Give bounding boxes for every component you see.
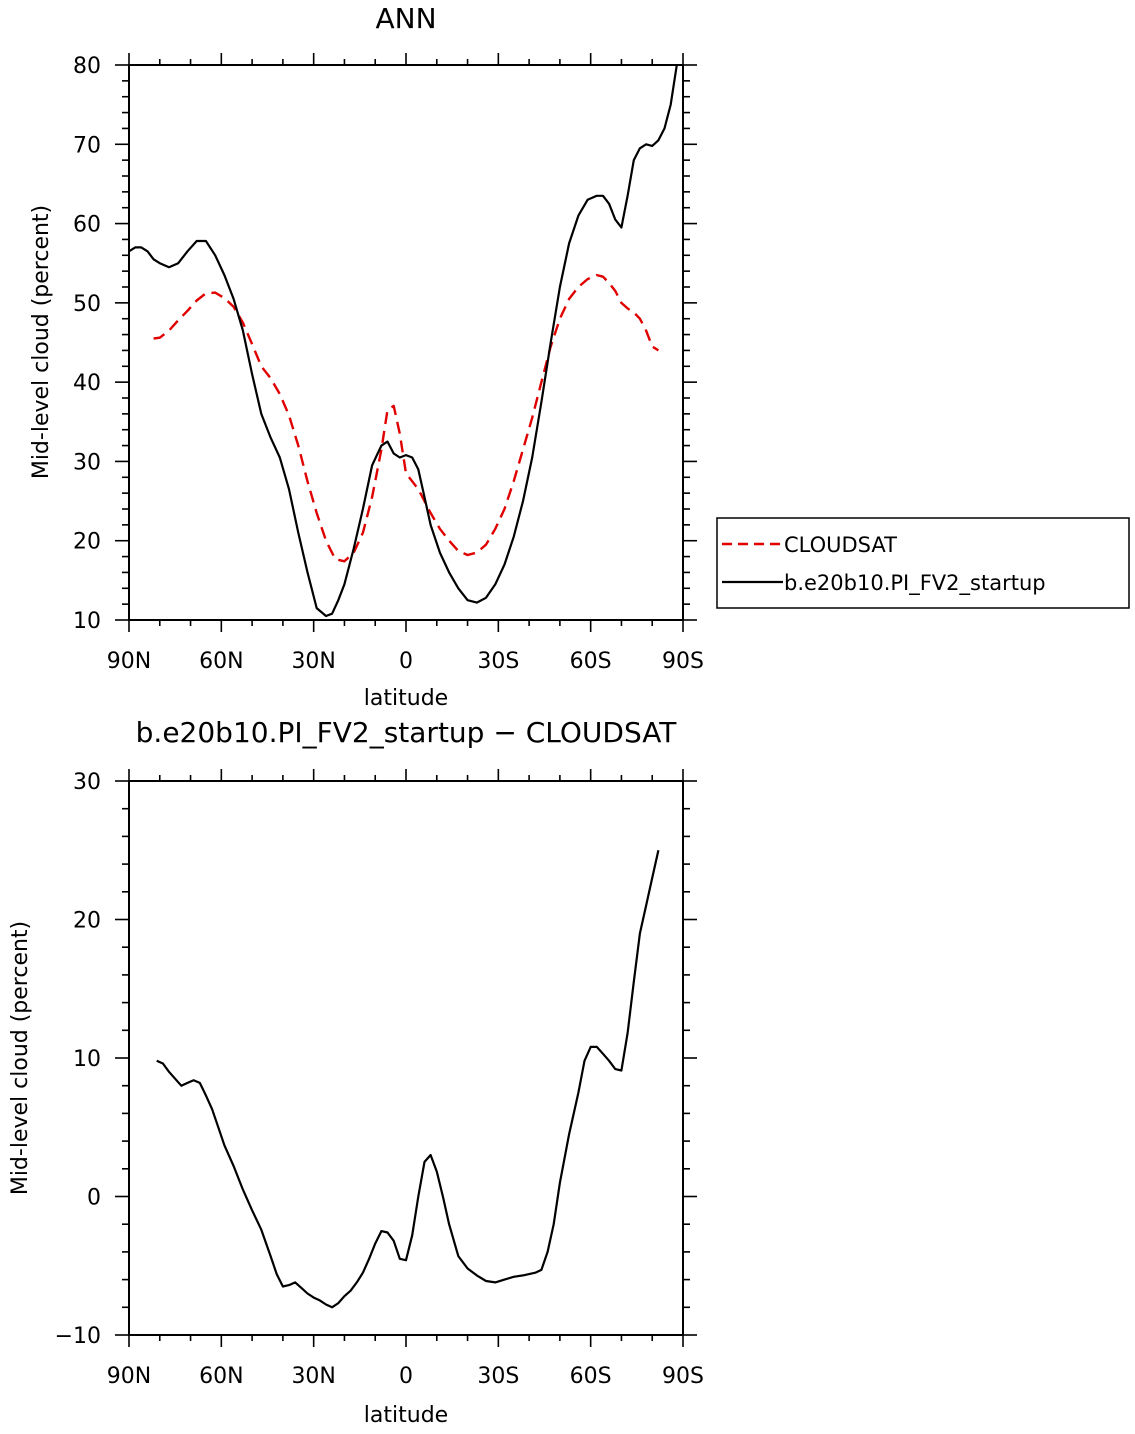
top-y-tick-label: 40: [73, 371, 101, 396]
bottom-y-tick-label: 30: [73, 770, 101, 795]
bottom-x-tick-label: 90N: [107, 1364, 151, 1389]
bottom-series-lines: [156, 850, 660, 1309]
top-y-tick-label: 80: [73, 54, 101, 79]
bottom-plot-frame: [128, 780, 684, 1336]
top-y-tick-label: 50: [73, 292, 101, 317]
bottom-x-tick-label: 30N: [291, 1364, 335, 1389]
top-series-line-b-e20b10-pi-fv2-startup: [128, 64, 678, 618]
top-plot-frame: [128, 64, 684, 621]
top-y-tick-label: 70: [73, 133, 101, 158]
legend-label-model: b.e20b10.PI_FV2_startup: [784, 571, 1046, 596]
bottom-plot: b.e20b10.PI_FV2_startup − CLOUDSAT 90N 60…: [8, 716, 704, 1428]
bottom-y-tick-label: −10: [55, 1324, 101, 1349]
top-chart-title: ANN: [375, 2, 436, 35]
bottom-y-axis-label: Mid-level cloud (percent): [8, 921, 33, 1195]
top-x-tick-label: 60N: [199, 649, 243, 674]
top-x-tick-label: 0: [399, 649, 413, 674]
bottom-x-tick-label: 60N: [199, 1364, 243, 1389]
top-y-tick-label: 60: [73, 213, 101, 238]
top-x-tick-label: 90N: [107, 649, 151, 674]
top-y-tick-label: 10: [73, 609, 101, 634]
bottom-ticks: 90N 60N 30N 0 30S 60S 90S −10 0 10 20 30: [55, 769, 704, 1389]
top-y-tick-label: 30: [73, 450, 101, 475]
top-ticks: 90N 60N 30N 0 30S 60S 90S 10 20 30 40 50 60 70 80: [73, 53, 704, 674]
bottom-series-line-difference: [156, 850, 660, 1309]
top-y-axis-label: Mid-level cloud (percent): [29, 205, 54, 479]
bottom-x-tick-label: 90S: [662, 1364, 704, 1389]
bottom-y-tick-label: 10: [73, 1047, 101, 1072]
bottom-x-tick-label: 60S: [570, 1364, 612, 1389]
top-x-axis-label: latitude: [364, 686, 448, 711]
top-series-lines: [128, 64, 678, 618]
top-y-tick-label: 20: [73, 530, 101, 555]
bottom-y-tick-label: 20: [73, 909, 101, 934]
bottom-chart-title: b.e20b10.PI_FV2_startup − CLOUDSAT: [136, 716, 678, 749]
legend-box: [716, 517, 1130, 609]
top-x-tick-label: 60S: [570, 649, 612, 674]
bottom-x-tick-label: 0: [399, 1364, 413, 1389]
top-x-tick-label: 30N: [291, 649, 335, 674]
legend-label-cloudsat: CLOUDSAT: [784, 533, 897, 557]
top-x-tick-label: 90S: [662, 649, 704, 674]
bottom-x-tick-label: 30S: [477, 1364, 519, 1389]
bottom-y-tick-label: 0: [87, 1186, 101, 1211]
top-x-tick-label: 30S: [477, 649, 519, 674]
legend: CLOUDSAT b.e20b10.PI_FV2_startup: [716, 517, 1130, 609]
top-plot: ANN 90N 60N 30N 0 30S 60S 90S1020304050607080 …: [29, 2, 704, 711]
top-series-line-cloudsat: [153, 273, 660, 563]
bottom-x-axis-label: latitude: [364, 1403, 448, 1428]
